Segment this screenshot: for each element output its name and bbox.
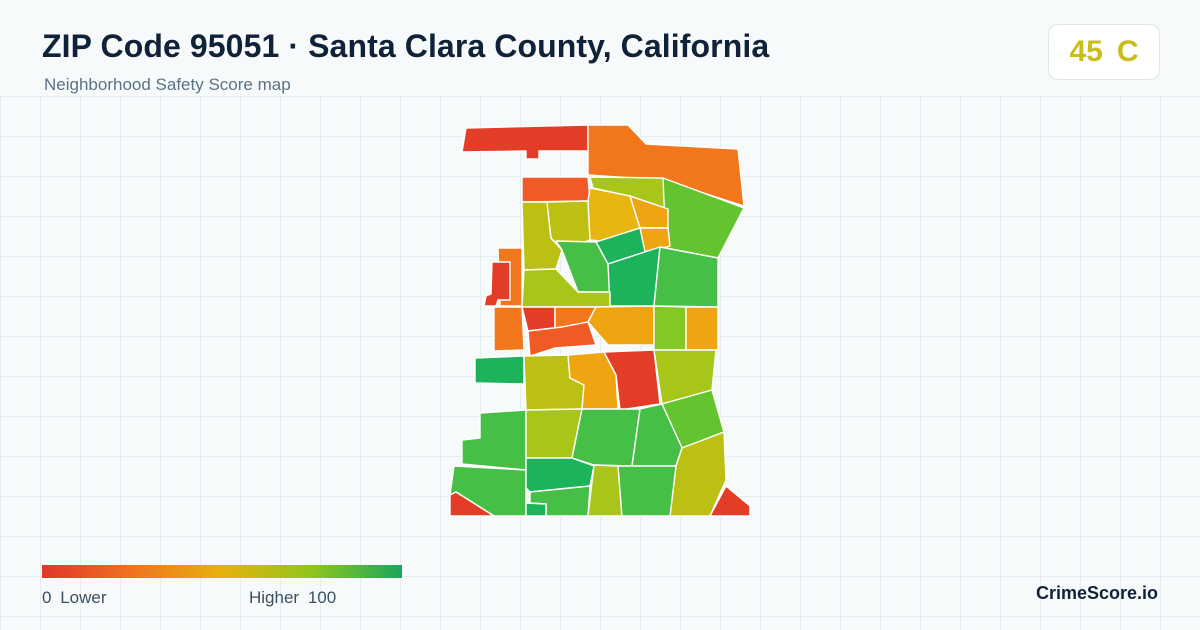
- legend-high-value: 100: [307, 588, 337, 607]
- brand-logo-text: CrimeScore.io: [1036, 583, 1159, 603]
- legend-high-label: Higher: [249, 588, 300, 607]
- legend-high: Higher 100: [249, 588, 336, 608]
- header: ZIP Code 95051 · Santa Clara County, Cal…: [0, 0, 1200, 96]
- map-region[interactable]: [461, 409, 527, 471]
- page-subtitle: Neighborhood Safety Score map: [44, 75, 291, 94]
- legend-low: 0 Lower: [42, 588, 107, 608]
- legend-low-value: 0: [42, 588, 52, 607]
- map-region[interactable]: [587, 305, 655, 346]
- map-region[interactable]: [571, 408, 641, 467]
- safety-score-badge: 45 C: [1048, 24, 1160, 80]
- map-region[interactable]: [474, 355, 525, 385]
- safety-score-grade: C: [1116, 35, 1139, 68]
- map-region[interactable]: [617, 465, 677, 517]
- map-region[interactable]: [587, 124, 745, 207]
- map-region[interactable]: [653, 246, 719, 308]
- map-region[interactable]: [603, 349, 661, 411]
- map-region[interactable]: [525, 502, 547, 517]
- map-region[interactable]: [521, 176, 591, 203]
- map-region[interactable]: [685, 306, 719, 351]
- map-region[interactable]: [461, 124, 589, 160]
- map-region[interactable]: [709, 485, 751, 517]
- map-region[interactable]: [483, 261, 511, 307]
- page-title: ZIP Code 95051 · Santa Clara County, Cal…: [42, 28, 770, 64]
- map-region[interactable]: [449, 491, 495, 517]
- safety-score-value: 45: [1069, 35, 1103, 68]
- legend-color-scale: [42, 565, 402, 578]
- map-region[interactable]: [521, 306, 556, 332]
- map-region[interactable]: [653, 305, 687, 351]
- legend-low-label: Lower: [60, 588, 107, 607]
- map-region[interactable]: [587, 464, 623, 517]
- map-region[interactable]: [493, 306, 525, 352]
